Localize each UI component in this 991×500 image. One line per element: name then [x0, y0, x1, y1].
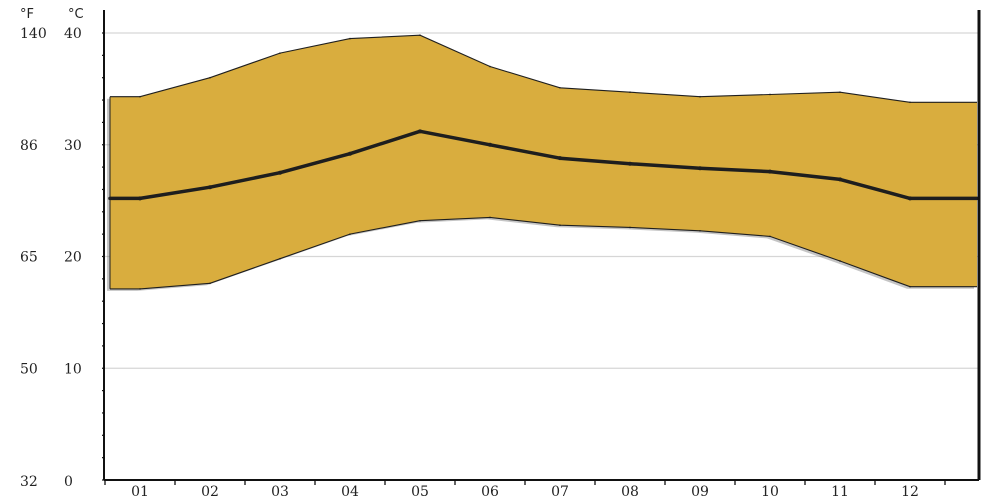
mean-point-03	[278, 170, 282, 175]
celsius-unit-label: °C	[68, 7, 84, 22]
band-upper-point-07	[559, 86, 561, 89]
mean-point-08	[628, 161, 632, 166]
fahrenheit-tick-label-65: 65	[20, 250, 38, 266]
mean-line-path	[108, 129, 979, 201]
month-label-10: 10	[761, 484, 779, 500]
band-upper-point-06	[489, 65, 491, 68]
celsius-tick-label-40: 40	[64, 26, 82, 42]
mean-point-07	[558, 156, 562, 161]
band-upper-point-09	[699, 95, 701, 98]
celsius-tick-label-10: 10	[64, 361, 82, 377]
month-label-02: 02	[201, 484, 219, 500]
axes	[102, 10, 981, 485]
mean-point-11	[838, 177, 842, 182]
fahrenheit-tick-label-50: 50	[20, 361, 38, 377]
band-upper-point-12	[909, 101, 911, 104]
month-label-11: 11	[831, 484, 849, 500]
band-lower-point-11	[839, 260, 841, 262]
temperature-range-band	[107, 34, 977, 291]
band-upper-point-08	[629, 91, 631, 94]
celsius-tick-label-0: 0	[64, 474, 73, 490]
band-lower-point-06	[489, 216, 491, 219]
band-upper-point-04	[349, 37, 351, 40]
mean-temperature-line	[108, 129, 979, 201]
axis-labels: °F °C 40 140 30 86 20 65 10 50 0 32 01 02 03 04 05 06 07…	[20, 7, 919, 500]
fahrenheit-tick-label-86: 86	[20, 138, 38, 154]
band-lower-point-07	[559, 224, 561, 227]
month-label-04: 04	[341, 484, 359, 500]
month-label-01: 01	[131, 484, 149, 500]
mean-point-10	[768, 169, 772, 174]
mean-point-02	[208, 185, 212, 190]
band-upper-point-02	[209, 76, 211, 79]
band-upper-edge	[110, 34, 977, 103]
band-upper-point-10	[769, 93, 771, 96]
band-lower-point-10	[769, 235, 771, 238]
fahrenheit-tick-label-32: 32	[20, 474, 38, 490]
band-upper-point-01	[139, 95, 141, 98]
celsius-tick-label-30: 30	[64, 138, 82, 154]
band-lower-point-02	[209, 282, 211, 285]
month-label-09: 09	[691, 484, 709, 500]
month-label-07: 07	[551, 484, 569, 500]
mean-point-06	[488, 142, 492, 147]
mean-point-05	[418, 129, 422, 134]
mean-point-09	[698, 166, 702, 171]
band-lower-point-04	[349, 233, 351, 235]
band-upper-point-03	[279, 52, 281, 54]
band-lower-point-01	[139, 288, 141, 290]
band-upper-point-05	[419, 34, 421, 37]
month-label-03: 03	[271, 484, 289, 500]
mean-point-01	[138, 196, 142, 201]
month-label-05: 05	[411, 484, 429, 500]
band-lower-point-08	[629, 226, 631, 229]
band-lower-edge	[110, 216, 977, 290]
month-label-06: 06	[481, 484, 499, 500]
fahrenheit-tick-label-140: 140	[20, 26, 47, 42]
band-lower-point-09	[699, 229, 701, 232]
band-fill	[110, 35, 977, 289]
band-lower-point-03	[279, 257, 281, 260]
band-lower-point-05	[419, 219, 421, 222]
mean-point-04	[348, 151, 352, 156]
month-label-08: 08	[621, 484, 639, 500]
fahrenheit-unit-label: °F	[20, 7, 34, 22]
celsius-tick-label-20: 20	[64, 250, 82, 266]
band-lower-point-12	[909, 285, 911, 288]
mean-point-12	[908, 196, 912, 201]
band-upper-point-11	[839, 91, 841, 94]
month-label-12: 12	[901, 484, 919, 500]
